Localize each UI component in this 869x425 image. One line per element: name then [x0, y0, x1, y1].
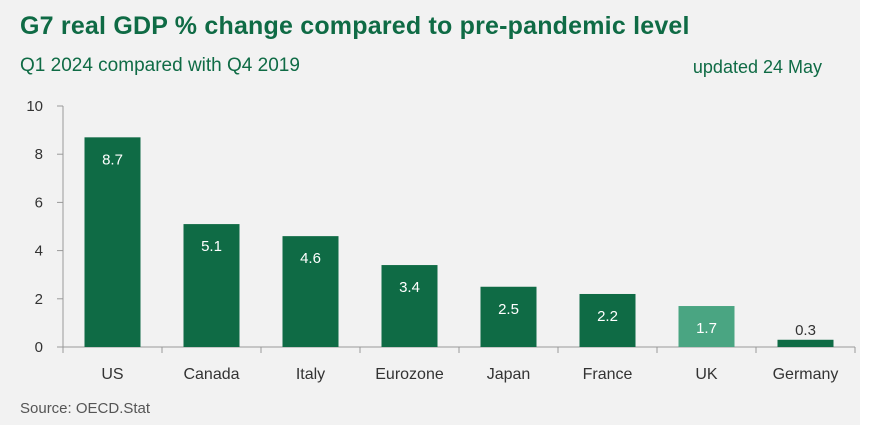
category-label: UK [695, 366, 718, 383]
bar-eurozone [381, 265, 438, 347]
source-note: Source: OECD.Stat [20, 400, 151, 417]
bar-uk [678, 306, 735, 347]
data-label: 0.3 [795, 322, 816, 339]
bar-canada [183, 224, 240, 347]
chart-title: G7 real GDP % change compared to pre-pan… [20, 12, 690, 40]
bar-us [84, 137, 141, 347]
bar-france [579, 293, 636, 347]
category-label: Eurozone [375, 366, 444, 383]
chart-subtitle: Q1 2024 compared with Q4 2019 [20, 55, 300, 76]
y-tick-label: 6 [35, 194, 43, 211]
data-label: 4.6 [300, 250, 321, 267]
data-label: 3.4 [399, 279, 420, 296]
category-label: Italy [296, 366, 325, 383]
data-label: 1.7 [696, 320, 717, 337]
y-tick-label: 2 [35, 291, 43, 308]
category-label: Japan [487, 366, 531, 383]
bar-germany [777, 339, 834, 347]
y-tick-label: 4 [35, 243, 43, 260]
data-label: 5.1 [201, 238, 222, 255]
data-label: 8.7 [102, 151, 123, 168]
y-tick-label: 8 [35, 146, 43, 163]
category-label: Canada [183, 366, 239, 383]
y-tick-label: 10 [26, 98, 43, 115]
data-label: 2.5 [498, 301, 519, 318]
category-label: US [101, 366, 123, 383]
bar-japan [480, 286, 537, 347]
category-label: Germany [773, 366, 839, 383]
category-label: France [583, 366, 633, 383]
updated-note: updated 24 May [692, 57, 822, 77]
data-label: 2.2 [597, 308, 618, 325]
y-tick-label: 0 [35, 339, 43, 356]
bar-italy [282, 236, 339, 347]
